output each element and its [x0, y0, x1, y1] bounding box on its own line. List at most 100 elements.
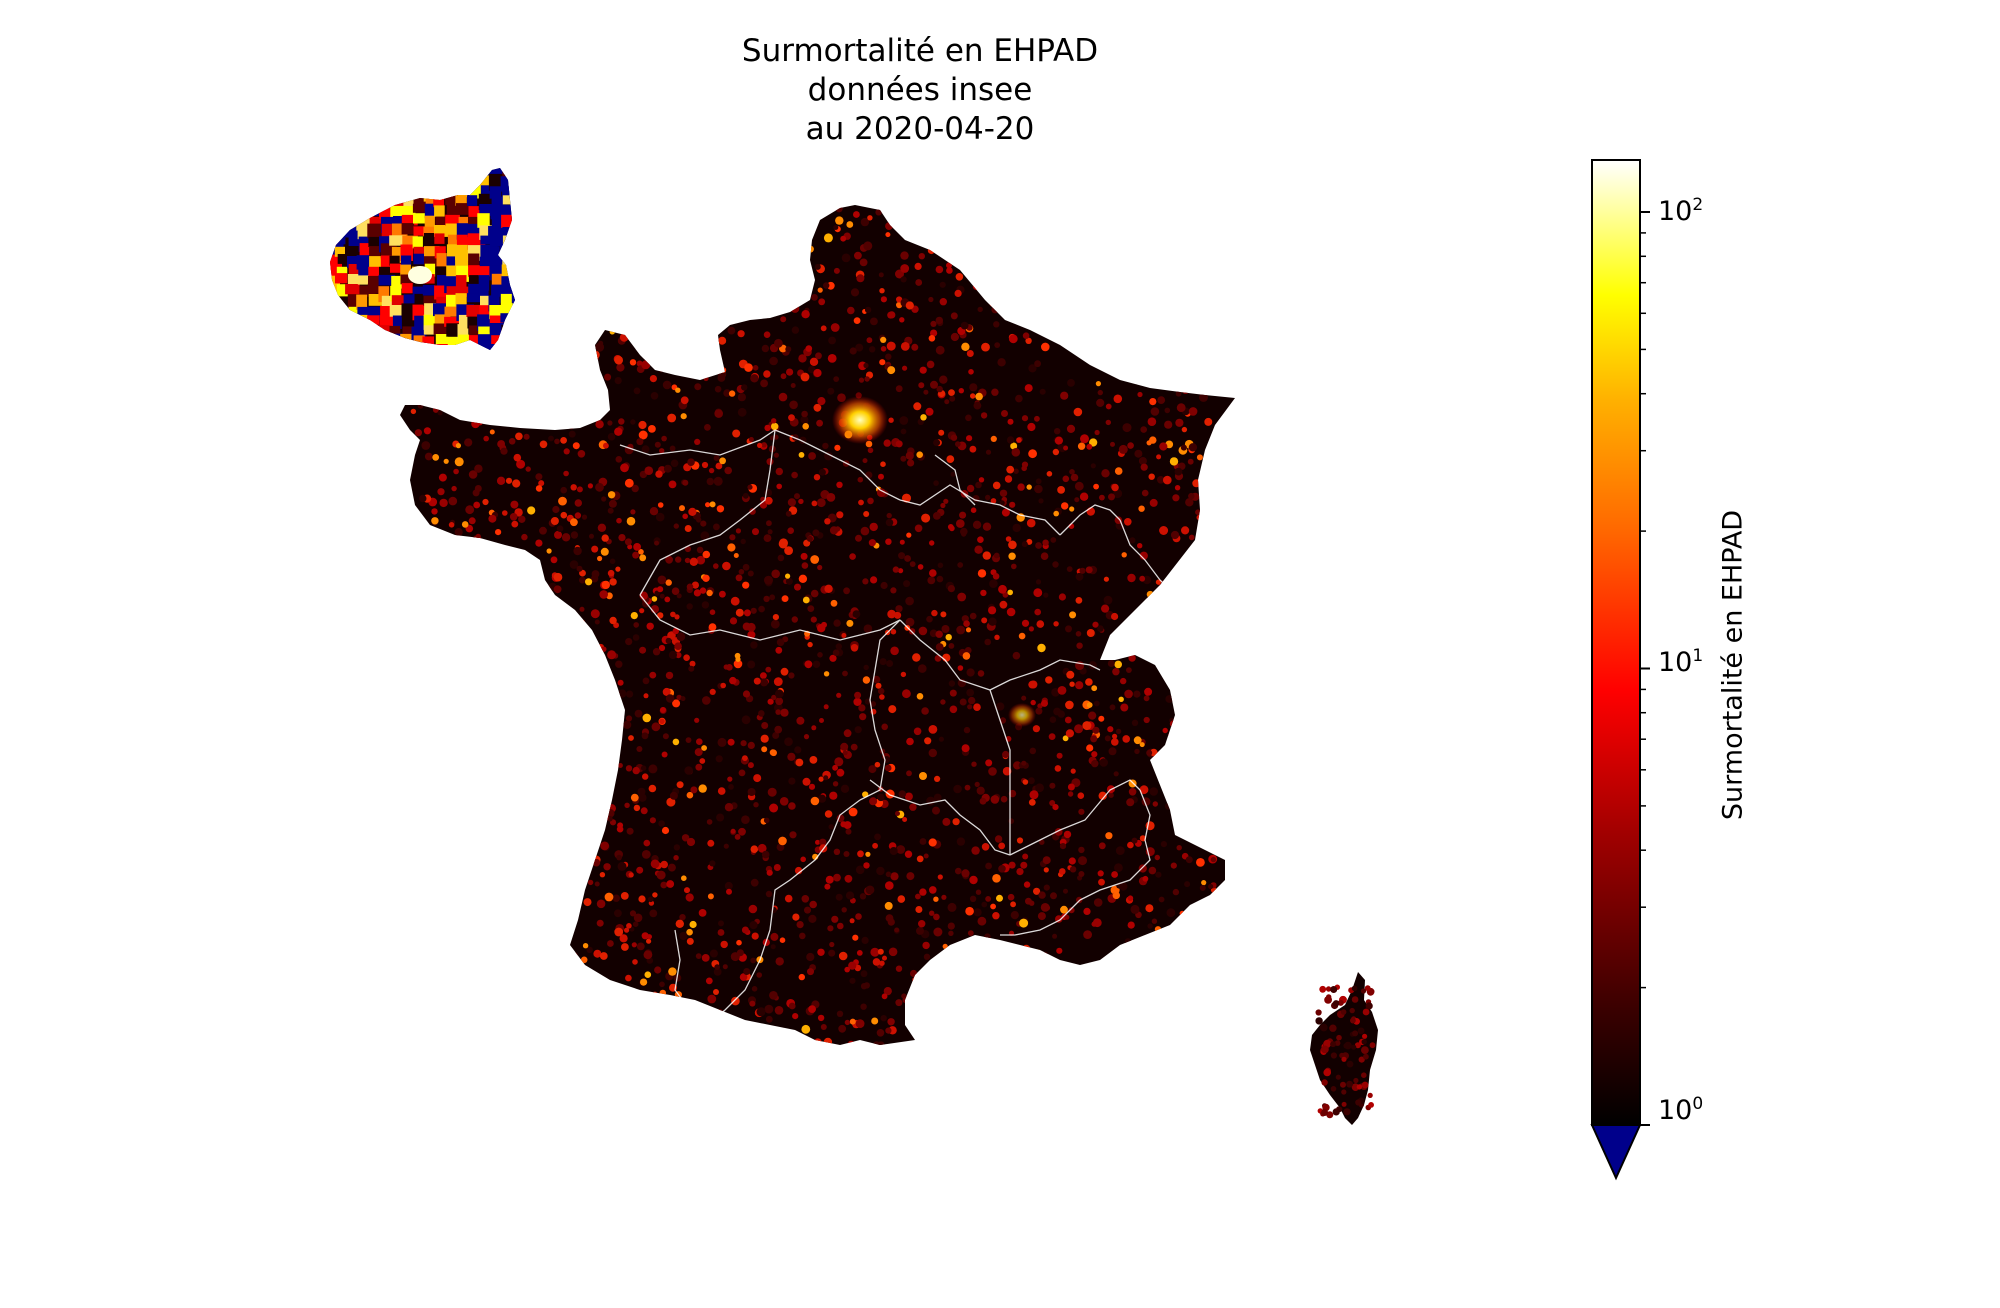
commune-point: [1321, 1079, 1328, 1086]
commune-point: [906, 770, 912, 777]
commune-point: [771, 418, 777, 424]
commune-point: [876, 866, 885, 876]
commune-point: [560, 321, 569, 330]
commune-point: [734, 834, 741, 840]
commune-point: [599, 655, 606, 661]
commune-point: [1341, 1089, 1347, 1095]
commune-point: [463, 895, 469, 901]
commune-point: [1012, 984, 1019, 991]
commune-point: [713, 523, 720, 531]
commune-point: [430, 647, 439, 655]
commune-point: [832, 781, 839, 787]
commune-point: [717, 374, 726, 382]
commune-point: [1089, 1039, 1097, 1045]
idf-commune-cell: [436, 266, 451, 276]
commune-point: [1178, 283, 1188, 293]
commune-point: [498, 704, 507, 713]
commune-point: [1087, 1010, 1093, 1017]
commune-point: [1351, 1044, 1357, 1050]
commune-point: [895, 965, 903, 972]
commune-point: [1214, 839, 1222, 847]
commune-point: [813, 205, 819, 212]
commune-point: [1075, 597, 1083, 604]
commune-point: [741, 715, 751, 725]
commune-point: [406, 377, 415, 386]
commune-point: [1163, 475, 1172, 485]
commune-point: [1217, 205, 1226, 208]
commune-point: [837, 922, 844, 930]
commune-point: [1120, 703, 1129, 712]
commune-point: [808, 914, 817, 924]
commune-point: [722, 561, 731, 571]
idf-commune-cell: [369, 168, 384, 176]
commune-point: [788, 802, 796, 810]
commune-point: [1164, 637, 1173, 646]
commune-point: [660, 707, 666, 713]
idf-commune-cell: [368, 236, 380, 247]
commune-point: [514, 585, 523, 595]
commune-point: [1211, 682, 1219, 689]
commune-point: [400, 1033, 407, 1041]
commune-point: [618, 689, 627, 698]
commune-point: [404, 994, 410, 1000]
commune-point: [887, 918, 895, 926]
commune-point: [1171, 751, 1180, 760]
idf-commune-cell: [502, 235, 515, 245]
commune-point: [615, 660, 623, 668]
idf-commune-cell: [412, 236, 423, 249]
commune-point: [681, 205, 688, 207]
commune-point: [1101, 469, 1110, 478]
commune-point: [541, 775, 548, 782]
commune-point: [434, 982, 442, 990]
commune-point: [612, 894, 620, 902]
commune-point: [989, 579, 998, 588]
commune-point: [954, 289, 962, 297]
commune-point: [709, 246, 716, 253]
commune-point: [1036, 620, 1045, 628]
commune-point: [827, 925, 834, 932]
commune-point: [843, 587, 850, 595]
commune-point: [670, 611, 676, 618]
commune-point: [845, 828, 852, 835]
commune-point: [1052, 933, 1058, 939]
commune-point: [582, 388, 590, 396]
commune-point: [609, 616, 617, 625]
commune-point: [488, 901, 495, 907]
commune-point: [934, 775, 941, 783]
idf-commune-cell: [330, 285, 337, 296]
commune-point: [1130, 904, 1140, 914]
idf-commune-cell: [455, 195, 467, 206]
idf-commune-cell: [392, 345, 406, 350]
idf-communes: [330, 168, 515, 350]
commune-point: [975, 392, 983, 401]
commune-point: [818, 468, 826, 476]
commune-point: [603, 723, 612, 732]
commune-point: [556, 651, 565, 661]
commune-point: [564, 206, 572, 214]
commune-point: [506, 854, 513, 861]
commune-point: [542, 778, 547, 784]
commune-point: [1214, 615, 1223, 624]
commune-point: [1153, 299, 1160, 307]
commune-point: [446, 692, 455, 701]
commune-point: [900, 276, 907, 283]
commune-point: [900, 455, 907, 462]
commune-point: [863, 862, 870, 869]
commune-point: [1053, 621, 1059, 627]
idf-commune-cell: [491, 196, 504, 213]
commune-point: [764, 575, 773, 585]
commune-point: [1108, 792, 1114, 798]
commune-point: [672, 699, 681, 708]
commune-point: [1127, 841, 1134, 849]
commune-point: [925, 1031, 933, 1038]
commune-point: [1101, 604, 1110, 613]
commune-point: [966, 435, 973, 442]
commune-point: [1176, 403, 1186, 413]
commune-point: [681, 834, 690, 842]
commune-point: [489, 1023, 498, 1032]
commune-point: [1021, 760, 1027, 766]
commune-point: [1112, 327, 1120, 334]
commune-point: [1196, 514, 1203, 521]
commune-point: [762, 290, 771, 300]
commune-point: [1102, 1031, 1109, 1038]
